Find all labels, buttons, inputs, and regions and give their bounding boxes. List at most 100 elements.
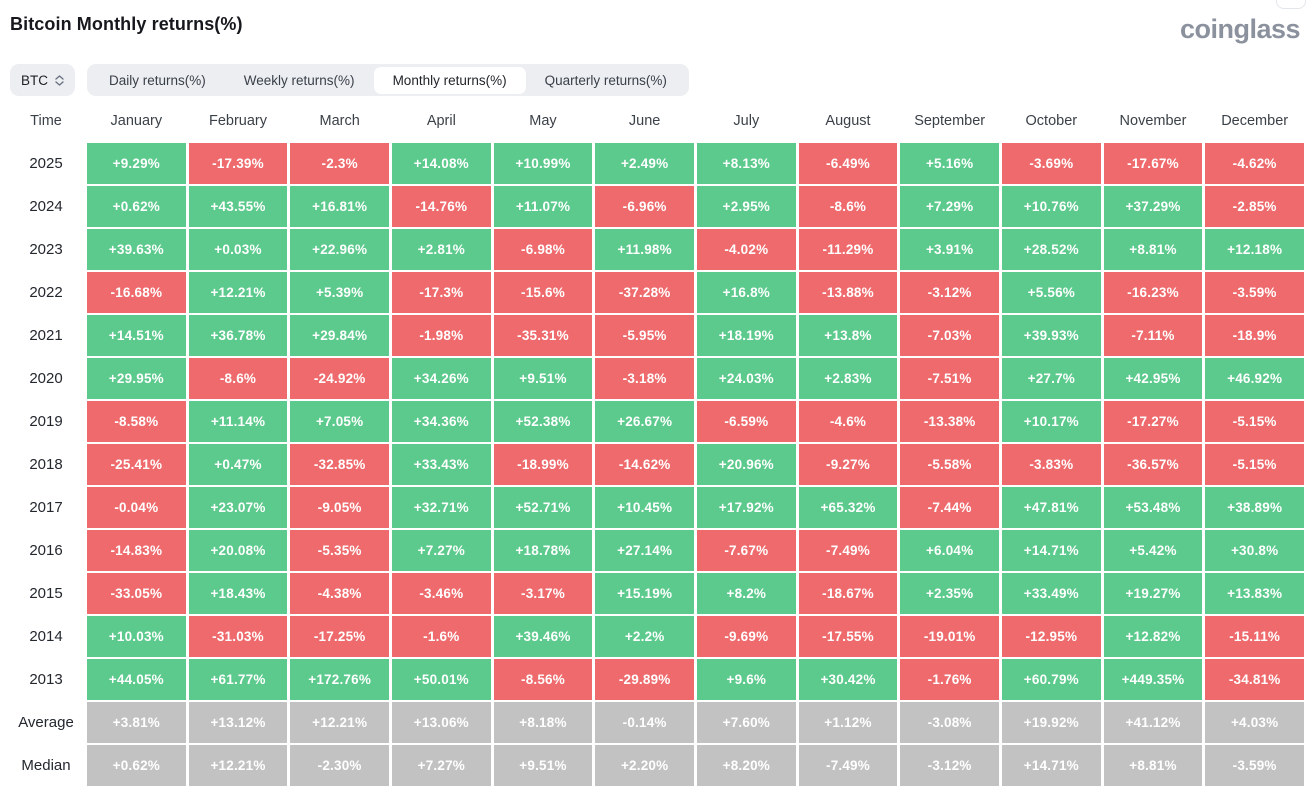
return-cell: -6.59% xyxy=(696,401,796,442)
return-cell: +5.56% xyxy=(1001,272,1101,313)
return-cell: -2.30% xyxy=(290,745,389,786)
return-cell: -15.6% xyxy=(493,272,593,313)
top-right-partial-button xyxy=(1276,0,1306,9)
month-header-august: August xyxy=(798,100,898,141)
return-cell: +34.36% xyxy=(391,401,491,442)
return-cell: -34.81% xyxy=(1205,659,1304,700)
month-header-december: December xyxy=(1205,100,1304,141)
return-cell: -17.67% xyxy=(1103,143,1203,184)
tab-monthly-returns[interactable]: Monthly returns(%) xyxy=(373,66,526,94)
year-label-2023: 2023 xyxy=(8,229,84,270)
return-cell: +8.18% xyxy=(493,702,593,743)
return-cell: +41.12% xyxy=(1103,702,1203,743)
month-header-may: May xyxy=(493,100,593,141)
page-title: Bitcoin Monthly returns(%) xyxy=(10,14,243,34)
return-cell: -9.69% xyxy=(696,616,796,657)
return-cell: -17.3% xyxy=(391,272,491,313)
return-cell: -36.57% xyxy=(1103,444,1203,485)
coinglass-logo[interactable]: coinglass xyxy=(1179,14,1301,44)
return-cell: -14.76% xyxy=(391,186,491,227)
symbol-select[interactable]: BTC xyxy=(10,64,75,96)
return-cell: +14.51% xyxy=(87,315,186,356)
return-cell: +43.55% xyxy=(188,186,288,227)
month-header-april: April xyxy=(391,100,491,141)
year-label-2024: 2024 xyxy=(8,186,84,227)
return-cell: +449.35% xyxy=(1103,659,1203,700)
return-cell: +18.43% xyxy=(188,573,288,614)
return-cell: -13.88% xyxy=(798,272,898,313)
return-cell: +5.39% xyxy=(290,272,389,313)
return-cell: +44.05% xyxy=(87,659,186,700)
return-cell: -0.14% xyxy=(595,702,694,743)
return-cell: +11.14% xyxy=(188,401,288,442)
return-cell: +12.21% xyxy=(290,702,389,743)
return-cell: +50.01% xyxy=(391,659,491,700)
return-cell: -7.49% xyxy=(798,745,898,786)
return-cell: +24.03% xyxy=(696,358,796,399)
year-label-2022: 2022 xyxy=(8,272,84,313)
return-cell: +9.6% xyxy=(696,659,796,700)
return-cell: +12.18% xyxy=(1205,229,1304,270)
return-cell: +32.71% xyxy=(391,487,491,528)
return-cell: -5.35% xyxy=(290,530,389,571)
return-cell: +30.8% xyxy=(1205,530,1304,571)
return-cell: -8.56% xyxy=(493,659,593,700)
return-cell: +27.14% xyxy=(595,530,694,571)
return-cell: -7.03% xyxy=(900,315,999,356)
return-cell: +38.89% xyxy=(1205,487,1304,528)
return-cell: +60.79% xyxy=(1001,659,1101,700)
return-cell: -4.02% xyxy=(696,229,796,270)
return-cell: +13.83% xyxy=(1205,573,1304,614)
month-header-september: September xyxy=(900,100,999,141)
return-cell: +18.78% xyxy=(493,530,593,571)
return-cell: -2.3% xyxy=(290,143,389,184)
year-label-2025: 2025 xyxy=(8,143,84,184)
return-cell: -14.62% xyxy=(595,444,694,485)
return-cell: -3.17% xyxy=(493,573,593,614)
return-cell: -3.59% xyxy=(1205,272,1304,313)
month-header-october: October xyxy=(1001,100,1101,141)
return-cell: -33.05% xyxy=(87,573,186,614)
month-header-june: June xyxy=(595,100,694,141)
return-cell: +14.71% xyxy=(1001,745,1101,786)
return-cell: -3.18% xyxy=(595,358,694,399)
return-cell: +0.03% xyxy=(188,229,288,270)
return-cell: +4.03% xyxy=(1205,702,1304,743)
return-cell: +11.07% xyxy=(493,186,593,227)
return-cell: -5.15% xyxy=(1205,444,1304,485)
return-cell: +65.32% xyxy=(798,487,898,528)
year-label-2019: 2019 xyxy=(8,401,84,442)
return-cell: +18.19% xyxy=(696,315,796,356)
return-cell: +7.60% xyxy=(696,702,796,743)
return-cell: +10.45% xyxy=(595,487,694,528)
return-cell: +28.52% xyxy=(1001,229,1101,270)
return-cell: +0.62% xyxy=(87,745,186,786)
return-cell: +20.96% xyxy=(696,444,796,485)
tab-daily-returns[interactable]: Daily returns(%) xyxy=(90,67,225,94)
symbol-select-label: BTC xyxy=(21,72,48,88)
year-label-2013: 2013 xyxy=(8,659,84,700)
tab-weekly-returns[interactable]: Weekly returns(%) xyxy=(225,67,374,94)
return-cell: +47.81% xyxy=(1001,487,1101,528)
return-cell: -3.08% xyxy=(900,702,999,743)
return-cell: -14.83% xyxy=(87,530,186,571)
page-header: Bitcoin Monthly returns(%) coinglass xyxy=(0,0,1312,46)
tab-quarterly-returns[interactable]: Quarterly returns(%) xyxy=(526,67,686,94)
return-cell: +0.62% xyxy=(87,186,186,227)
return-cell: -18.9% xyxy=(1205,315,1304,356)
return-cell: -7.51% xyxy=(900,358,999,399)
return-cell: +8.13% xyxy=(696,143,796,184)
return-cell: +12.21% xyxy=(188,745,288,786)
return-cell: -5.58% xyxy=(900,444,999,485)
return-cell: +3.91% xyxy=(900,229,999,270)
return-cell: -16.23% xyxy=(1103,272,1203,313)
year-label-2017: 2017 xyxy=(8,487,84,528)
return-cell: -3.46% xyxy=(391,573,491,614)
return-cell: +39.46% xyxy=(493,616,593,657)
return-cell: +29.84% xyxy=(290,315,389,356)
return-cell: -24.92% xyxy=(290,358,389,399)
return-cell: -19.01% xyxy=(900,616,999,657)
return-cell: -35.31% xyxy=(493,315,593,356)
return-cell: +9.29% xyxy=(87,143,186,184)
return-cell: +39.63% xyxy=(87,229,186,270)
